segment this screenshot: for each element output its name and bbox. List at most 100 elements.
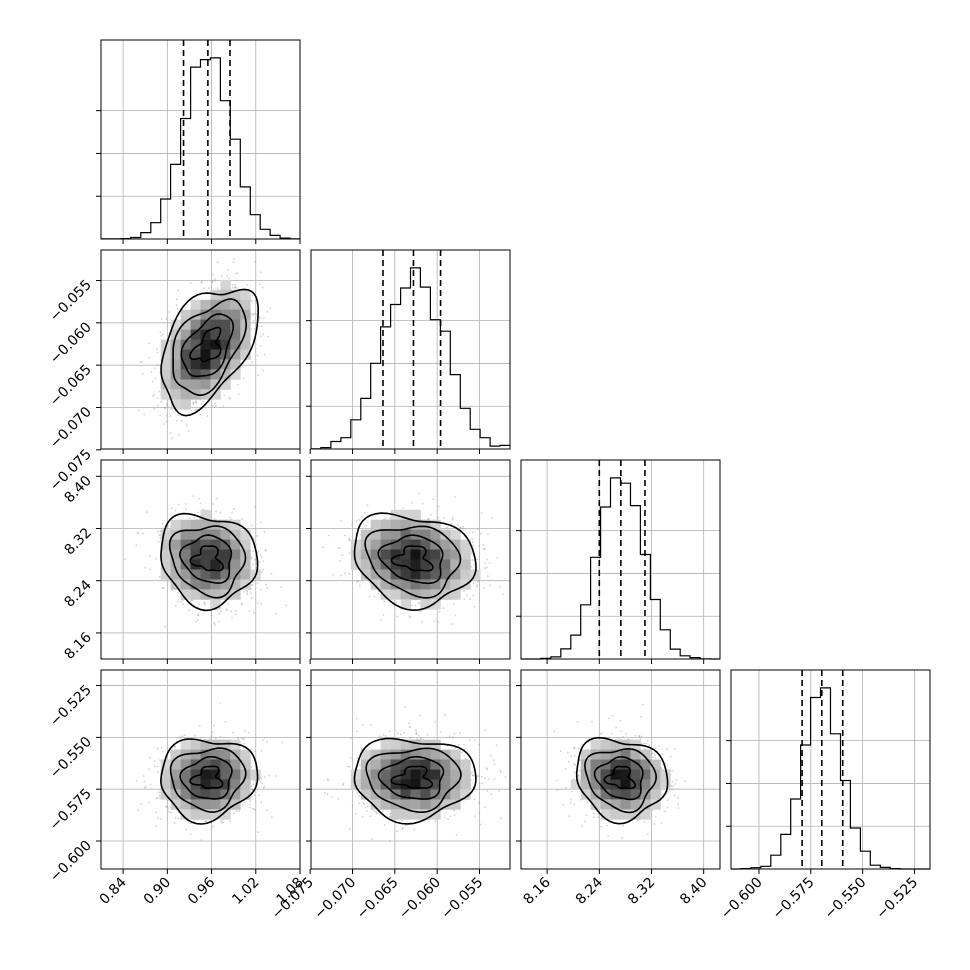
panel-grid (521, 460, 720, 659)
scatter-point (242, 377, 245, 380)
scatter-point (478, 812, 481, 815)
scatter-point (153, 760, 156, 762)
scatter-point (241, 738, 244, 740)
density-cell (450, 579, 461, 590)
scatter-point (212, 825, 214, 828)
density-cell (630, 789, 641, 800)
density-cell (200, 309, 211, 321)
panel-grid (311, 250, 510, 449)
density-cell (210, 329, 221, 340)
scatter-point (187, 430, 190, 433)
scatter-point (382, 733, 385, 736)
scatter-point (197, 619, 199, 622)
density-cell (180, 789, 191, 800)
density-cell (230, 359, 241, 370)
scatter-point (166, 806, 169, 808)
scatter-point (565, 786, 567, 789)
contour-line (575, 736, 669, 825)
contour-line (179, 534, 233, 584)
scatter-point (251, 788, 254, 791)
density-cell (230, 579, 241, 590)
scatter-point (463, 743, 465, 746)
density-cell (420, 779, 431, 790)
density-panel-frame (100, 459, 301, 660)
density-cell (460, 539, 471, 550)
density-cell (380, 529, 391, 540)
scatter-point (652, 756, 654, 759)
x-tick-label: −0.550 (822, 875, 870, 923)
scatter-point (477, 775, 480, 777)
density-cell (180, 339, 191, 350)
scatter-point (411, 501, 413, 504)
scatter-point (260, 325, 263, 328)
scatter-point (235, 286, 238, 289)
density-cell (570, 779, 582, 790)
scatter-point (253, 558, 256, 561)
scatter-point (578, 759, 581, 762)
scatter-point (235, 810, 238, 812)
density-cell (450, 549, 461, 560)
scatter-point (235, 272, 238, 275)
density-cell (420, 569, 431, 580)
density-cell (420, 539, 431, 550)
density-cell (200, 799, 211, 810)
contour-line (160, 512, 259, 612)
scatter-point (666, 748, 668, 751)
density-cell (630, 769, 641, 780)
scatter-point (499, 771, 502, 774)
scatter-point (210, 735, 213, 738)
scatter-point (167, 808, 170, 810)
scatter-point (170, 811, 173, 814)
density-cell (200, 319, 211, 330)
density-cell (410, 749, 421, 760)
scatter-point (160, 318, 163, 320)
density-panel-frame (310, 669, 511, 870)
density-cell (650, 789, 661, 800)
density-cell (170, 559, 181, 570)
scatter-point (206, 415, 209, 417)
scatter-point (409, 737, 411, 739)
density-cell (200, 349, 211, 360)
density-cell (430, 549, 441, 560)
scatter-point (651, 752, 654, 755)
scatter-point (211, 280, 214, 283)
scatter-point (233, 812, 235, 815)
scatter-point (608, 736, 611, 739)
axis-ticks: −0.600 −0.575 −0.550 −0.525 (718, 740, 921, 923)
scatter-point (429, 513, 432, 516)
density-cell (200, 559, 211, 570)
scatter-point (444, 816, 446, 819)
scatter-point (227, 277, 230, 280)
density-cell (380, 739, 391, 750)
scatter-point (251, 361, 254, 364)
scatter-point (439, 731, 442, 733)
scatter-point (512, 772, 514, 774)
scatter-point (369, 815, 372, 818)
density-cell (230, 559, 241, 570)
density-cell (630, 759, 641, 770)
scatter-point (664, 810, 666, 813)
scatter-point (251, 313, 254, 315)
scatter-point (478, 743, 481, 746)
density-cell (380, 549, 391, 560)
scatter-point (195, 408, 197, 411)
scatter-point (267, 335, 270, 338)
density-cell (200, 569, 211, 580)
scatter-point (448, 735, 451, 737)
contour-line (593, 756, 644, 801)
scatter-point (214, 278, 216, 280)
scatter-point (654, 815, 657, 818)
scatter-point (581, 825, 583, 827)
scatter-point (639, 737, 642, 740)
density-cell (220, 769, 231, 780)
density-cell (220, 809, 231, 820)
density-cell (430, 749, 441, 760)
density-cell (380, 769, 391, 780)
scatter-point (259, 317, 261, 320)
scatter-point (459, 526, 461, 529)
scatter-point (559, 750, 562, 753)
scatter-point (593, 812, 595, 815)
scatter-point (344, 572, 346, 574)
scatter-point (237, 393, 240, 396)
scatter-point (143, 786, 146, 789)
